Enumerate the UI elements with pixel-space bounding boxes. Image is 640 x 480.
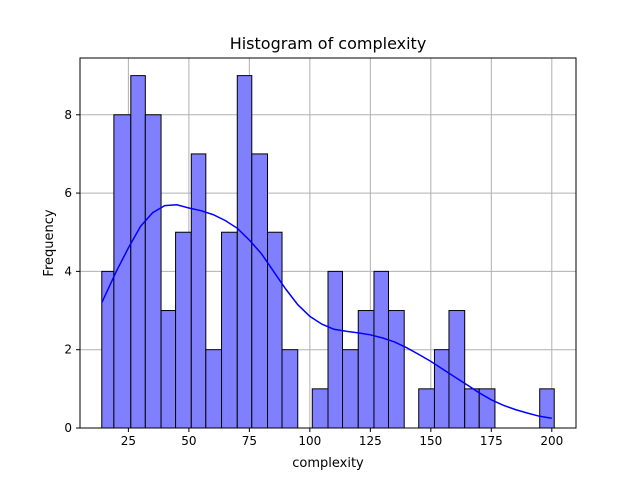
y-tick-label: 8 <box>64 108 72 122</box>
histogram-bars <box>101 75 555 429</box>
histogram-bar-6 <box>175 231 192 429</box>
histogram-bar-23 <box>433 349 450 429</box>
y-axis-label: Frequency <box>42 209 57 276</box>
histogram-bar-24 <box>448 310 466 429</box>
kde-curve-group <box>101 204 552 419</box>
kde-curve <box>101 204 552 419</box>
histogram-bar-8 <box>205 349 223 429</box>
x-tick-label: 25 <box>121 434 136 448</box>
histogram-bar-4 <box>144 114 162 429</box>
x-tick-label: 75 <box>242 434 257 448</box>
x-tick-label: 50 <box>181 434 196 448</box>
x-tick-label: 100 <box>298 434 321 448</box>
histogram-bar-13 <box>281 349 299 429</box>
histogram-bar-15 <box>311 388 329 429</box>
histogram-bar-5 <box>160 310 177 429</box>
x-axis-ticks: 25 50 75 100 125 150 175 200 <box>121 428 563 448</box>
chart-title: Histogram of complexity <box>230 34 427 53</box>
histogram-bar-22 <box>418 388 435 429</box>
histogram-bar-17 <box>342 349 359 429</box>
histogram-bar-7 <box>190 153 207 429</box>
x-tick-label: 175 <box>480 434 503 448</box>
x-tick-label: 150 <box>419 434 442 448</box>
y-tick-label: 6 <box>64 186 72 200</box>
histogram-bar-9 <box>221 231 238 429</box>
histogram-bar-12 <box>267 231 283 429</box>
histogram-bar-3 <box>130 75 146 429</box>
histogram-bar-30 <box>539 388 555 429</box>
histogram-bar-20 <box>387 310 405 429</box>
histogram-bar-10 <box>236 75 253 429</box>
histogram-bar-11 <box>251 153 269 429</box>
y-axis-ticks: 0 2 4 6 8 <box>64 108 80 435</box>
histogram-bar-25 <box>464 388 480 429</box>
x-tick-label: 125 <box>359 434 382 448</box>
y-tick-label: 0 <box>64 421 72 435</box>
x-tick-label: 200 <box>540 434 563 448</box>
histogram-bar-1 <box>101 270 115 429</box>
histogram-bar-18 <box>357 310 375 429</box>
x-axis-label: complexity <box>292 456 364 471</box>
histogram-bar-16 <box>327 270 344 429</box>
y-tick-label: 2 <box>64 343 72 357</box>
plot-frame <box>79 57 577 429</box>
histogram-bar-19 <box>373 270 389 429</box>
y-tick-label: 4 <box>64 264 72 278</box>
